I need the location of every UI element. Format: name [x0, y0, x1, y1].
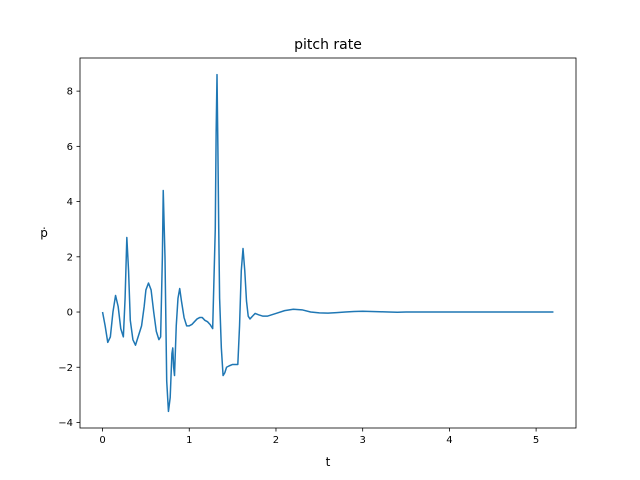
y-tick-label: −4 [58, 418, 73, 429]
x-tick-label: 5 [533, 435, 539, 446]
x-tick-label: 0 [99, 435, 105, 446]
y-axis-label: ṗ [40, 226, 48, 240]
y-tick-label: 2 [67, 252, 73, 263]
y-tick-label: 4 [67, 197, 73, 208]
y-tick-label: −2 [58, 363, 73, 374]
plot-frame [79, 57, 577, 429]
series-line [101, 73, 554, 413]
y-tick-label: 6 [67, 142, 73, 153]
plot-area: 0 1 2 3 4 5 −4 −2 0 2 4 6 8 [58, 57, 577, 446]
y-tick-label: 0 [67, 308, 73, 319]
x-axis-label: t [326, 455, 331, 469]
x-tick-label: 2 [273, 435, 279, 446]
x-tick-label: 3 [359, 435, 365, 446]
y-tick-label: 8 [67, 87, 73, 98]
chart-title: pitch rate [294, 37, 362, 53]
x-tick-label: 4 [446, 435, 452, 446]
x-tick-label: 1 [186, 435, 192, 446]
